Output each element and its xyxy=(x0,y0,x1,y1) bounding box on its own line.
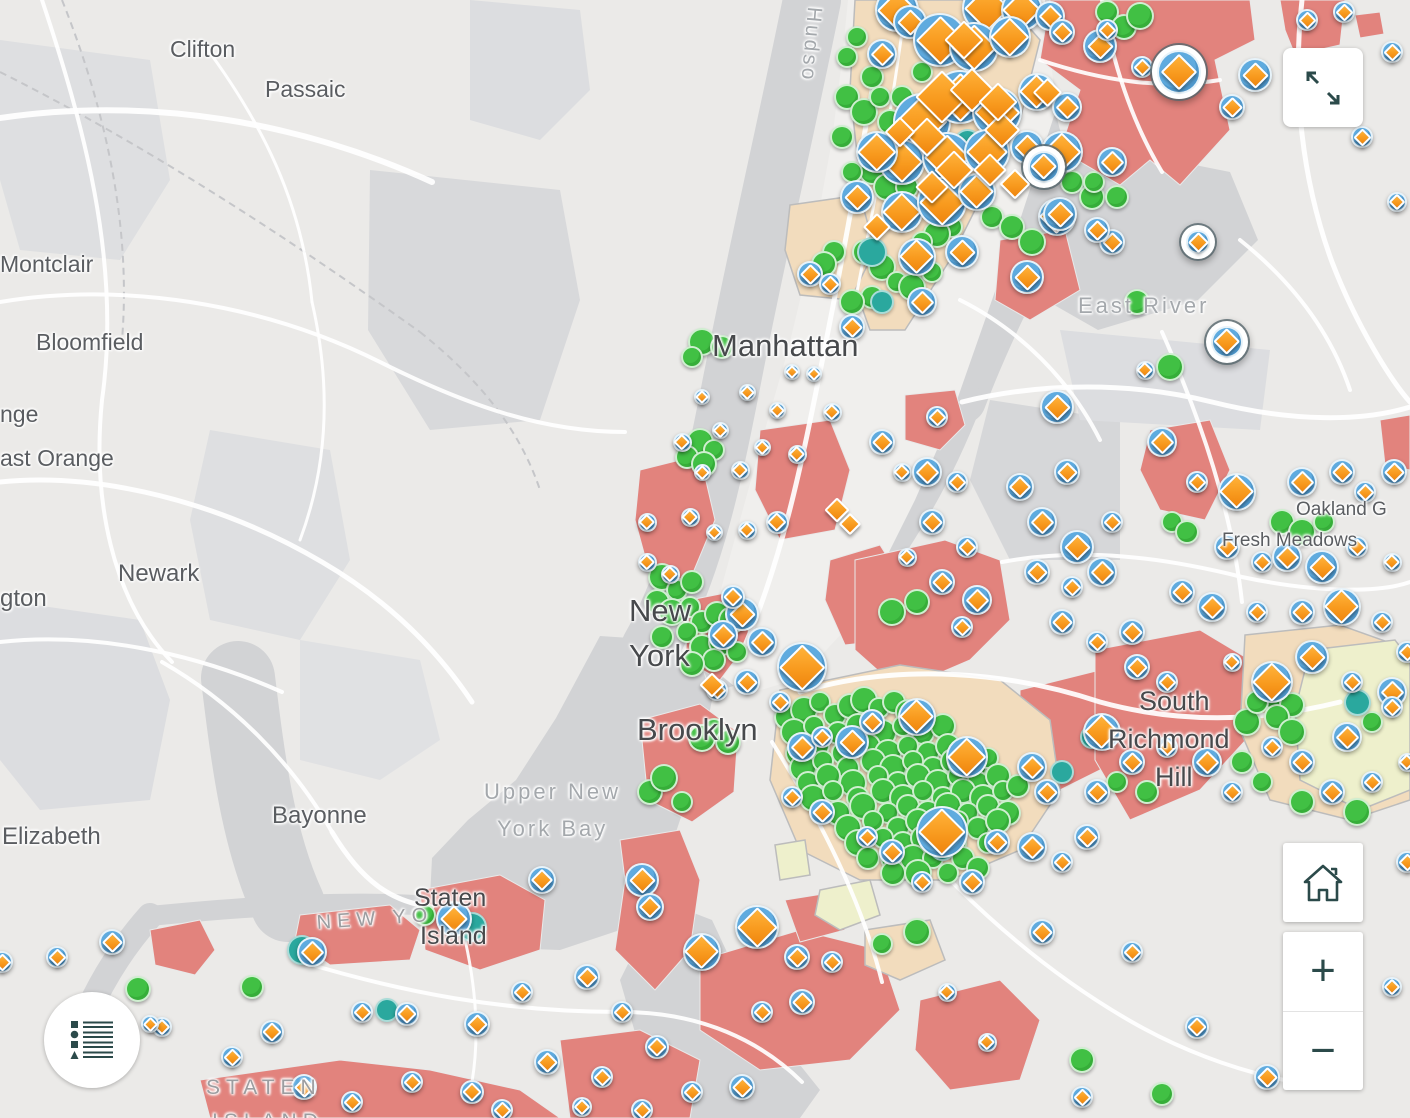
green-point-marker[interactable] xyxy=(715,729,741,755)
green-point-marker[interactable] xyxy=(1313,511,1335,533)
green-point-marker[interactable] xyxy=(671,791,693,813)
zoom-control: + − xyxy=(1283,932,1363,1090)
green-point-marker[interactable] xyxy=(414,904,436,926)
green-point-marker[interactable] xyxy=(688,724,716,752)
green-point-marker[interactable] xyxy=(1361,711,1383,733)
map-label: ISLAND xyxy=(212,1110,324,1118)
map-label: gton xyxy=(0,585,47,612)
zoom-in-button[interactable]: + xyxy=(1310,946,1336,996)
green-point-marker[interactable] xyxy=(1156,353,1184,381)
green-point-marker[interactable] xyxy=(240,975,264,999)
home-icon xyxy=(1303,864,1343,901)
map-label: Elizabeth xyxy=(2,823,101,850)
green-point-marker[interactable] xyxy=(836,46,858,68)
green-point-marker[interactable] xyxy=(1018,228,1046,256)
green-point-marker[interactable] xyxy=(878,598,906,626)
map-label: East River xyxy=(1078,293,1210,318)
map-label: Hill xyxy=(1155,762,1193,792)
legend-list-icon xyxy=(70,1021,113,1059)
map-label: York xyxy=(629,638,690,673)
map-label: South xyxy=(1139,686,1210,716)
green-point-marker[interactable] xyxy=(1343,798,1371,826)
map-label: nge xyxy=(0,401,39,427)
green-point-marker[interactable] xyxy=(650,764,678,792)
map-label: Bayonne xyxy=(272,802,367,829)
green-point-marker[interactable] xyxy=(903,918,931,946)
teal-point-marker[interactable] xyxy=(870,290,894,314)
green-point-marker[interactable] xyxy=(871,933,893,955)
map-label: Clifton xyxy=(170,36,236,62)
map-label: Newark xyxy=(118,560,200,587)
green-point-marker[interactable] xyxy=(650,625,674,649)
green-point-marker[interactable] xyxy=(1278,718,1306,746)
green-point-marker[interactable] xyxy=(1106,771,1128,793)
green-point-marker[interactable] xyxy=(1150,1082,1174,1106)
map-label: Richmond xyxy=(1108,724,1230,754)
map-label: STATEN xyxy=(206,1076,322,1099)
green-point-marker[interactable] xyxy=(1105,185,1129,209)
green-point-marker[interactable] xyxy=(1251,771,1273,793)
map-label: Montclair xyxy=(0,251,94,277)
green-point-marker[interactable] xyxy=(830,125,854,149)
map-label: Oakland G xyxy=(1296,499,1387,520)
green-point-marker[interactable] xyxy=(1175,520,1199,544)
map-label: Fresh Meadows xyxy=(1222,530,1358,551)
map-label: Island xyxy=(420,922,487,950)
map-label: York Bay xyxy=(497,816,609,841)
green-point-marker[interactable] xyxy=(1288,518,1316,546)
map-label: New xyxy=(629,593,692,628)
green-point-marker[interactable] xyxy=(1083,171,1105,193)
green-point-marker[interactable] xyxy=(679,651,705,677)
green-point-marker[interactable] xyxy=(1135,780,1159,804)
green-point-marker[interactable] xyxy=(1069,1047,1095,1073)
map-label: NEW YO xyxy=(316,903,435,934)
green-point-marker[interactable] xyxy=(710,335,734,359)
teal-point-marker[interactable] xyxy=(857,237,887,267)
map-label: Staten xyxy=(414,884,487,912)
map-label: Hudso xyxy=(796,5,826,84)
zoom-divider xyxy=(1283,1010,1363,1012)
map-label: ast Orange xyxy=(0,445,114,471)
expand-icon xyxy=(1306,71,1340,104)
green-point-marker[interactable] xyxy=(1289,789,1315,815)
green-point-marker[interactable] xyxy=(846,26,868,48)
map-label: Manhattan xyxy=(712,328,859,363)
legend-button[interactable] xyxy=(44,992,140,1088)
green-point-marker[interactable] xyxy=(681,346,703,368)
home-button[interactable] xyxy=(1283,843,1363,922)
expand-button[interactable] xyxy=(1283,48,1363,127)
green-point-marker[interactable] xyxy=(911,61,933,83)
zoom-out-button[interactable]: − xyxy=(1310,1025,1336,1075)
green-point-marker[interactable] xyxy=(904,589,930,615)
green-point-marker[interactable] xyxy=(1124,289,1150,315)
map-label: Brooklyn xyxy=(637,712,758,747)
green-point-marker[interactable] xyxy=(680,570,704,594)
teal-point-marker[interactable] xyxy=(1050,760,1074,784)
green-point-marker[interactable] xyxy=(1230,750,1254,774)
map-label: Passaic xyxy=(265,76,346,102)
green-point-marker[interactable] xyxy=(999,214,1025,240)
map-label: Bloomfield xyxy=(36,329,144,355)
map-label: Upper New xyxy=(484,779,622,804)
green-point-marker[interactable] xyxy=(937,862,959,884)
green-point-marker[interactable] xyxy=(125,976,151,1002)
green-point-marker[interactable] xyxy=(1126,2,1154,30)
